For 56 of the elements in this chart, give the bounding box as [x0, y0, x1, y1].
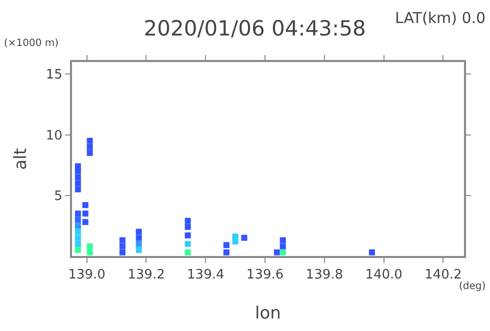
point [74, 216, 81, 223]
text: LAT(km) 0.0 [395, 9, 486, 27]
point [74, 163, 81, 170]
text: (×1000 m) [4, 38, 59, 49]
point [82, 210, 88, 217]
point [136, 228, 142, 235]
point [223, 249, 230, 256]
point [86, 249, 93, 256]
point [82, 202, 88, 208]
point [136, 234, 142, 241]
y-tick-label: 5 [54, 188, 62, 204]
point [232, 234, 238, 240]
point [119, 237, 126, 244]
point [223, 242, 230, 248]
point [74, 186, 81, 192]
x-axis-title: lon [255, 304, 281, 324]
point [184, 240, 191, 247]
point [119, 243, 126, 250]
point [86, 138, 93, 144]
point [74, 180, 81, 186]
point [184, 224, 191, 230]
point [136, 246, 142, 253]
point [119, 249, 126, 256]
point [368, 249, 375, 256]
point [74, 174, 81, 180]
x-tick-label: 139.0 [68, 268, 106, 283]
point [274, 249, 280, 256]
point [74, 228, 81, 235]
y-tick-label: 10 [46, 128, 62, 144]
point [82, 219, 88, 226]
point [74, 222, 81, 229]
point [86, 243, 93, 250]
point [86, 150, 93, 156]
x-tick-label: 140.2 [424, 268, 462, 283]
x-tick-label: 139.2 [128, 268, 165, 283]
point [86, 144, 93, 150]
chart-title: 2020/01/06 04:43:58 [144, 16, 366, 40]
x-tick-label: 140.0 [365, 268, 402, 283]
point [241, 234, 248, 241]
y-axis-title: alt [10, 148, 31, 170]
x-tick-label: 139.6 [246, 268, 284, 283]
point [184, 232, 191, 238]
point [184, 218, 191, 224]
text: (deg) [459, 281, 486, 292]
point [184, 249, 191, 256]
x-tick-label: 139.4 [187, 268, 224, 283]
point [136, 240, 142, 247]
point [74, 246, 81, 253]
point [74, 240, 81, 247]
point [74, 234, 81, 241]
point [280, 243, 286, 250]
point [280, 249, 286, 256]
y-tick-label: 15 [46, 68, 62, 83]
point [280, 237, 286, 244]
x-tick-label: 139.8 [306, 268, 344, 283]
point [74, 210, 81, 217]
